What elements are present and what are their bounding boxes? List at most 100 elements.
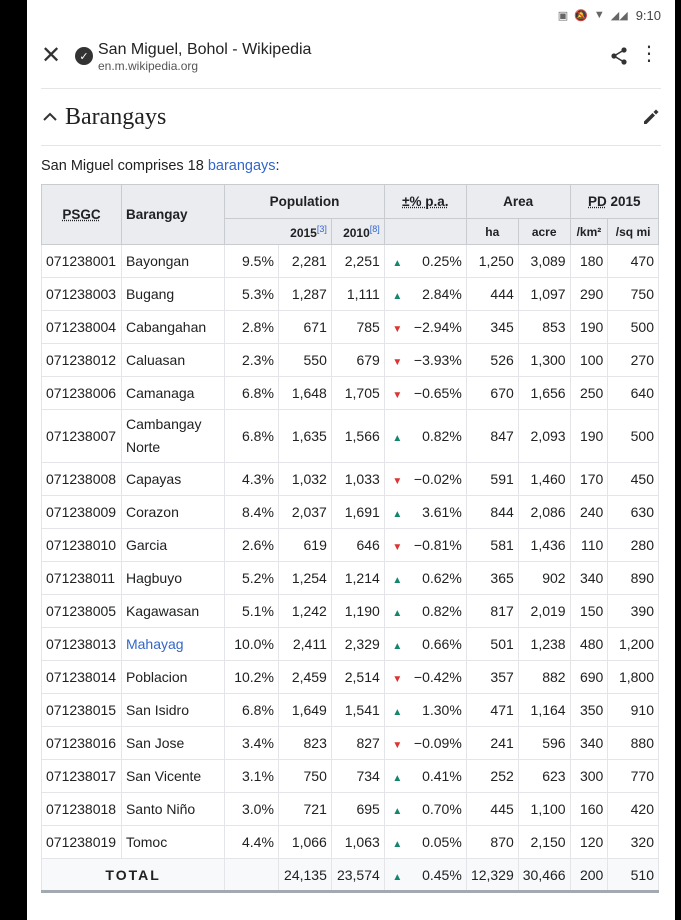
ref-8-link[interactable]: [8]: [369, 223, 380, 234]
pd-km-cell: 690: [569, 660, 609, 694]
pop-2010-cell: 646: [330, 528, 385, 562]
barangays-link[interactable]: barangays: [207, 158, 276, 174]
share-cell: 3.1%: [224, 759, 279, 793]
ref-3-link[interactable]: [3]: [316, 223, 327, 234]
table-row: 071238004 Cabangahan 2.8% 671 785 ▼ −2.94% 345 8…: [41, 310, 659, 344]
psgc-cell: 071238015: [41, 693, 122, 727]
total-label: TOTAL: [40, 858, 226, 893]
browser-toolbar: ✕ ✓ San Miguel, Bohol - Wikipedia en.m.w…: [27, 30, 675, 82]
area-acre-cell: 1,097: [517, 277, 571, 311]
barangay-link[interactable]: Mahayag: [120, 627, 226, 661]
pd-sqmi-cell: 280: [607, 528, 659, 562]
nfc-icon: ▣: [557, 9, 569, 22]
trend-down-icon: ▼: [392, 740, 403, 751]
pd-sqmi-cell: 1,800: [607, 660, 659, 694]
share-cell: 10.0%: [224, 627, 279, 661]
total-change: 0.45%: [409, 858, 467, 893]
barangay-cell: Capayas: [120, 462, 226, 496]
area-acre-cell: 2,019: [517, 594, 571, 628]
pd-sqmi-cell: 470: [607, 244, 659, 278]
page-title: San Miguel, Bohol - Wikipedia: [98, 40, 312, 58]
pd-km-cell: 480: [569, 627, 609, 661]
edit-pencil-icon[interactable]: [641, 107, 661, 127]
barangay-cell: Garcia: [120, 528, 226, 562]
psgc-cell: 071238013: [41, 627, 122, 661]
area-ha-cell: 345: [465, 310, 519, 344]
pop-2015-cell: 750: [277, 759, 332, 793]
header-change[interactable]: ±% p.a.: [383, 184, 467, 219]
barangay-cell: Corazon: [120, 495, 226, 529]
psgc-cell: 071238006: [41, 376, 122, 410]
pd-km-cell: 250: [569, 376, 609, 410]
pop-2010-cell: 1,691: [330, 495, 385, 529]
trend-up-icon: ▲: [392, 291, 403, 302]
trend-down-icon: ▼: [392, 324, 403, 335]
psgc-cell: 071238010: [41, 528, 122, 562]
pop-2010-cell: 1,190: [330, 594, 385, 628]
change-cell: 0.70%: [409, 792, 467, 826]
pop-2015-cell: 2,411: [277, 627, 332, 661]
change-cell: 0.82%: [409, 409, 467, 463]
table-row: 071238012 Caluasan 2.3% 550 679 ▼ −3.93% 526 1,3…: [41, 343, 659, 377]
area-ha-cell: 844: [465, 495, 519, 529]
area-acre-cell: 882: [517, 660, 571, 694]
share-cell: 3.0%: [224, 792, 279, 826]
trend-cell: ▼: [383, 726, 410, 760]
trend-down-icon: ▼: [392, 390, 403, 401]
change-cell: −0.81%: [409, 528, 467, 562]
pop-2010-cell: 1,214: [330, 561, 385, 595]
area-ha-cell: 1,250: [465, 244, 519, 278]
pd-sqmi-cell: 390: [607, 594, 659, 628]
trend-down-icon: ▼: [392, 674, 403, 685]
area-acre-cell: 1,300: [517, 343, 571, 377]
header-pd-year: 2015: [606, 194, 641, 209]
trend-cell: ▼: [383, 343, 410, 377]
pd-km-cell: 240: [569, 495, 609, 529]
area-ha-cell: 252: [465, 759, 519, 793]
secure-check-icon: ✓: [75, 47, 93, 65]
share-icon[interactable]: [609, 46, 629, 66]
trend-cell: ▲: [383, 825, 410, 859]
psgc-cell: 071238001: [41, 244, 122, 278]
pd-km-cell: 290: [569, 277, 609, 311]
share-cell: 6.8%: [224, 409, 279, 463]
barangay-cell: Kagawasan: [120, 594, 226, 628]
chevron-up-icon[interactable]: [41, 108, 59, 126]
barangay-table: PSGC Barangay Population ±% p.a. Area PD…: [40, 184, 660, 893]
header-psgc[interactable]: PSGC: [41, 184, 122, 245]
share-cell: 10.2%: [224, 660, 279, 694]
pop-2015-cell: 2,037: [277, 495, 332, 529]
pop-2015-cell: 1,032: [277, 462, 332, 496]
trend-up-icon: ▲: [392, 806, 403, 817]
pd-km-cell: 120: [569, 825, 609, 859]
trend-cell: ▼: [383, 310, 410, 344]
table-row: 071238005 Kagawasan 5.1% 1,242 1,190 ▲ 0.82% 81…: [41, 594, 659, 628]
header-area-ha: ha: [465, 218, 519, 245]
header-pop-2015-label: 2015: [290, 225, 317, 240]
barangay-cell: San Jose: [120, 726, 226, 760]
share-cell: 6.8%: [224, 376, 279, 410]
trend-cell: ▲: [383, 693, 410, 727]
area-ha-cell: 241: [465, 726, 519, 760]
total-pd-sqmi: 510: [607, 858, 659, 893]
more-options-icon[interactable]: ⋮: [639, 43, 659, 65]
section-header[interactable]: Barangays: [27, 89, 675, 145]
close-icon[interactable]: ✕: [40, 42, 62, 69]
trend-cell: ▲: [383, 244, 410, 278]
phone-screen: ▣ 🔕 ▼ ◢◢ 9:10 ✕ ✓ San Miguel, Bohol - Wi…: [27, 0, 675, 920]
total-row: TOTAL 24,135 23,574 ▲ 0.45% 12,329 30,46…: [40, 858, 659, 893]
wifi-icon: ▼: [593, 9, 605, 21]
table-row: 071238008 Capayas 4.3% 1,032 1,033 ▼ −0.02% 591…: [41, 462, 659, 496]
pd-km-cell: 340: [569, 726, 609, 760]
psgc-cell: 071238007: [41, 409, 122, 463]
area-acre-cell: 1,238: [517, 627, 571, 661]
page-url: en.m.wikipedia.org: [98, 58, 199, 73]
trend-up-icon: ▲: [392, 509, 403, 520]
trend-down-icon: ▼: [392, 476, 403, 487]
table-row: 071238011 Hagbuyo 5.2% 1,254 1,214 ▲ 0.62% 365 9…: [41, 561, 659, 595]
area-ha-cell: 870: [465, 825, 519, 859]
share-cell: 2.3%: [224, 343, 279, 377]
header-pd-abbr[interactable]: PD: [588, 194, 607, 209]
header-area-acre: acre: [517, 218, 571, 245]
page-info[interactable]: San Miguel, Bohol - Wikipedia en.m.wikip…: [98, 40, 311, 73]
